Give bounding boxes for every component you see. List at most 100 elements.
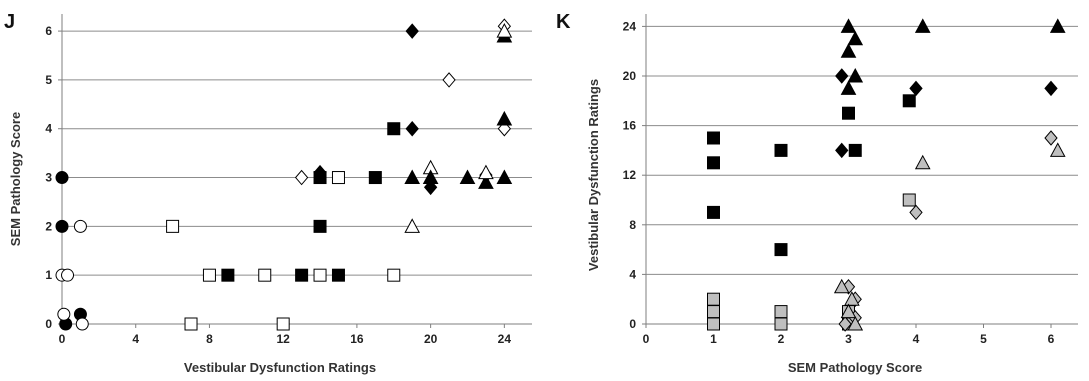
panel-k-gridlines	[646, 25, 1078, 275]
data-point-triangle	[840, 80, 857, 95]
data-point-square	[221, 268, 235, 282]
data-point-diamond	[313, 164, 327, 181]
panel-j-points	[55, 18, 513, 331]
data-point-square	[202, 268, 216, 282]
data-point-circle	[55, 171, 69, 185]
y-tick-label: 6	[45, 24, 52, 38]
data-point-square	[331, 171, 345, 185]
x-tick-label: 2	[778, 332, 785, 346]
panel-j-label: J	[4, 11, 15, 33]
data-point-triangle	[478, 174, 494, 189]
data-point-triangle	[847, 315, 864, 331]
x-tick-label: 6	[1048, 332, 1055, 346]
panel-j-y-axis-title: SEM Pathology Score	[8, 112, 23, 246]
data-point-triangle	[844, 291, 860, 306]
data-point-square	[774, 317, 788, 331]
data-point-triangle	[833, 278, 850, 294]
data-point-diamond	[835, 142, 849, 159]
data-point-triangle	[847, 30, 864, 46]
data-point-triangle	[422, 169, 439, 185]
x-tick-label: 0	[59, 332, 66, 346]
data-point-square	[902, 94, 916, 108]
data-point-circle	[73, 219, 87, 233]
data-point-square	[368, 171, 382, 185]
data-point-square	[848, 143, 862, 157]
data-point-diamond	[405, 120, 419, 137]
panel-k-x-tick-labels: 0 1 2 3 4 5 6	[643, 332, 1055, 346]
x-tick-label: 5	[980, 332, 987, 346]
y-tick-label: 16	[623, 119, 637, 133]
data-point-square	[331, 268, 345, 282]
data-point-square	[295, 268, 309, 282]
data-point-triangle	[404, 218, 421, 233]
y-tick-label: 8	[629, 218, 636, 232]
data-point-square	[707, 156, 720, 170]
data-point-square	[387, 122, 401, 136]
data-point-triangle	[840, 303, 857, 319]
data-point-square	[184, 317, 198, 331]
data-point-diamond	[909, 80, 923, 97]
y-tick-label: 24	[623, 19, 637, 33]
data-point-triangle	[459, 169, 476, 185]
data-point-triangle	[914, 18, 931, 33]
data-point-square	[774, 305, 788, 319]
data-point-triangle	[1049, 18, 1066, 33]
data-point-diamond	[835, 68, 849, 84]
x-tick-label: 24	[498, 332, 512, 346]
data-point-diamond	[294, 169, 309, 186]
y-tick-label: 12	[623, 168, 637, 182]
data-point-triangle	[914, 154, 931, 170]
data-point-diamond	[909, 204, 923, 221]
y-tick-label: 20	[623, 69, 637, 83]
data-point-triangle	[840, 18, 857, 33]
data-point-square	[258, 268, 272, 282]
data-point-square	[387, 268, 401, 282]
y-tick-label: 4	[45, 122, 52, 136]
data-point-triangle	[496, 169, 513, 185]
data-point-circle	[61, 268, 75, 282]
panel-k-x-axis-title: SEM Pathology Score	[788, 360, 922, 375]
x-tick-label: 4	[132, 332, 139, 346]
x-tick-label: 0	[643, 332, 650, 346]
data-point-square	[707, 292, 720, 306]
data-point-square	[707, 317, 720, 331]
x-tick-label: 12	[276, 332, 290, 346]
data-point-circle	[55, 219, 69, 233]
data-point-square	[707, 205, 720, 219]
panel-k-axes	[642, 14, 1078, 328]
data-point-triangle	[840, 43, 857, 58]
data-point-diamond	[442, 72, 456, 88]
data-point-square	[707, 131, 720, 145]
data-point-square	[902, 193, 916, 207]
panel-j-gridlines	[62, 30, 532, 276]
data-point-triangle	[404, 169, 421, 185]
data-point-square	[842, 106, 855, 120]
data-point-triangle	[1049, 142, 1066, 157]
data-point-triangle	[478, 164, 494, 180]
y-tick-label: 3	[45, 171, 52, 185]
data-point-square	[774, 143, 788, 157]
y-tick-label: 2	[45, 219, 52, 233]
data-point-triangle	[847, 67, 864, 83]
data-point-diamond	[1044, 80, 1058, 97]
data-point-diamond	[405, 23, 419, 39]
panel-j-axes	[58, 14, 532, 328]
x-tick-label: 4	[913, 332, 920, 346]
panel-k-points	[707, 18, 1066, 332]
y-tick-label: 1	[45, 268, 52, 282]
data-point-square	[313, 219, 327, 233]
panel-j-x-tick-labels: 0 4 8 12 16 20 24	[59, 332, 512, 346]
data-point-square	[774, 243, 788, 257]
y-tick-label: 4	[629, 267, 636, 281]
panel-j-y-tick-labels: 0 1 2 3 4 5 6	[45, 24, 52, 331]
data-point-diamond	[838, 316, 852, 332]
panel-k-label: K	[556, 11, 571, 33]
data-point-square	[707, 305, 720, 319]
y-tick-label: 0	[45, 317, 52, 331]
data-point-triangle	[496, 23, 513, 38]
x-tick-label: 16	[350, 332, 364, 346]
data-point-triangle	[496, 110, 513, 126]
